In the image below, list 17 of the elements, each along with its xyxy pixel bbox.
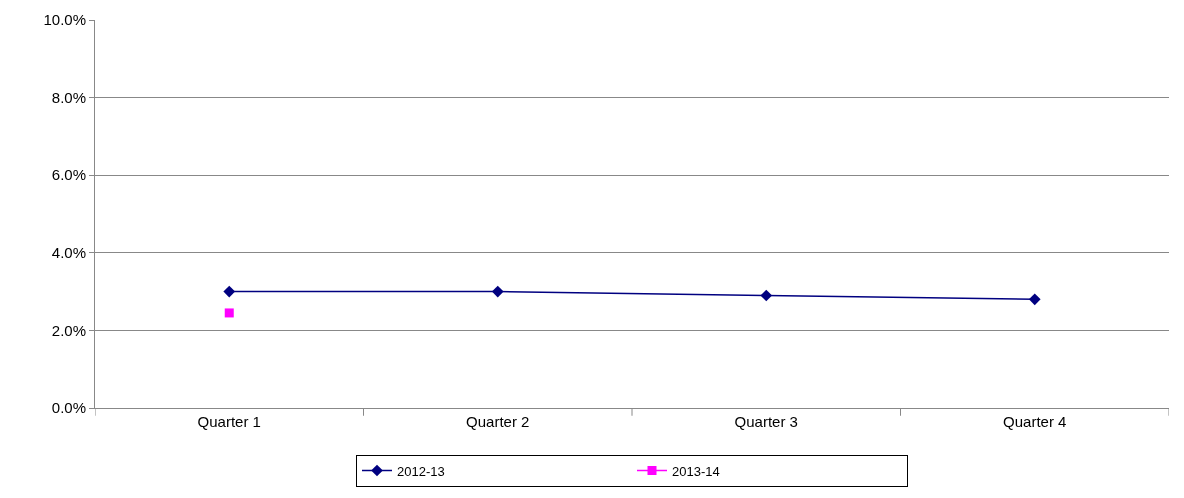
x-tick-label: Quarter 1 — [197, 413, 261, 430]
y-tick-label: 8.0% — [51, 88, 86, 106]
y-tick-label: 4.0% — [51, 244, 86, 262]
y-tick-label: 10.0% — [43, 11, 86, 29]
y-tick-label: 2.0% — [51, 321, 86, 339]
legend-label: 2012-13 — [397, 463, 445, 479]
point — [224, 308, 234, 318]
y-tick-label: 6.0% — [51, 166, 86, 184]
point — [223, 285, 236, 298]
x-tick-label: Quarter 2 — [466, 413, 530, 430]
point — [1028, 293, 1041, 306]
point — [760, 289, 773, 302]
point — [491, 285, 504, 298]
x-tick-label: Quarter 4 — [1003, 413, 1067, 430]
y-tick-label: 0.0% — [51, 399, 86, 417]
legend-label: 2013-14 — [672, 463, 720, 479]
x-tick-label: Quarter 3 — [734, 413, 798, 430]
